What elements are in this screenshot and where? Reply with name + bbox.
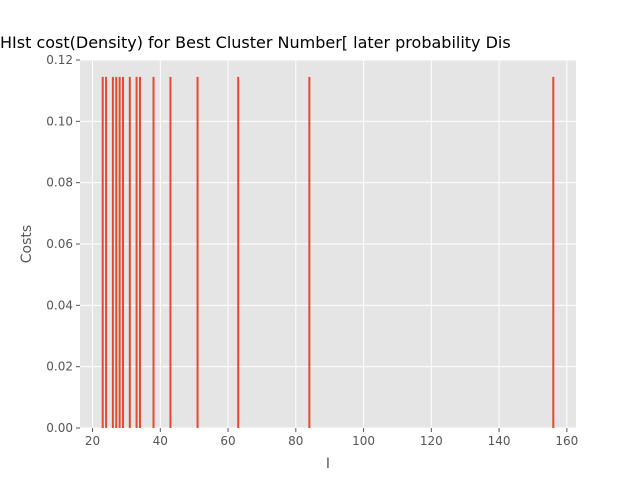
x-tick-label: 40 [153, 434, 168, 448]
x-tick-label: 100 [352, 434, 375, 448]
x-tick-label: 60 [220, 434, 235, 448]
x-tick-label: 120 [420, 434, 443, 448]
bar [122, 76, 125, 428]
bar [101, 76, 104, 428]
x-tick-label: 20 [85, 434, 100, 448]
x-tick-label: 80 [288, 434, 303, 448]
bar [152, 76, 155, 428]
x-tick-label: 140 [488, 434, 511, 448]
bar [237, 76, 240, 428]
y-tick-label: 0.10 [46, 114, 73, 128]
y-axis-ticks: 0.00 0.02 0.04 0.06 0.08 0.10 0.12 [46, 53, 80, 435]
y-tick-label: 0.06 [46, 237, 73, 251]
y-tick-label: 0.02 [46, 360, 73, 374]
x-tick-label: 160 [555, 434, 578, 448]
bar [105, 76, 108, 428]
y-tick-label: 0.00 [46, 421, 73, 435]
bar [128, 76, 131, 428]
bar [308, 76, 311, 428]
y-axis-label: Costs [19, 225, 35, 263]
grid [80, 59, 576, 429]
y-tick-label: 0.04 [46, 298, 73, 312]
bar [552, 76, 555, 428]
y-tick-label: 0.08 [46, 176, 73, 190]
x-axis-label: I [326, 456, 330, 472]
bar [115, 76, 118, 428]
chart-title: HIst cost(Density) for Best Cluster Numb… [0, 33, 511, 52]
bar [111, 76, 114, 428]
bar [138, 76, 141, 428]
x-axis-ticks: 20 40 60 80 100 120 140 160 [85, 428, 578, 448]
bar [196, 76, 199, 428]
bar [135, 76, 138, 428]
bar [169, 76, 172, 428]
bar [118, 76, 121, 428]
bars [101, 76, 555, 428]
y-tick-label: 0.12 [46, 53, 73, 67]
